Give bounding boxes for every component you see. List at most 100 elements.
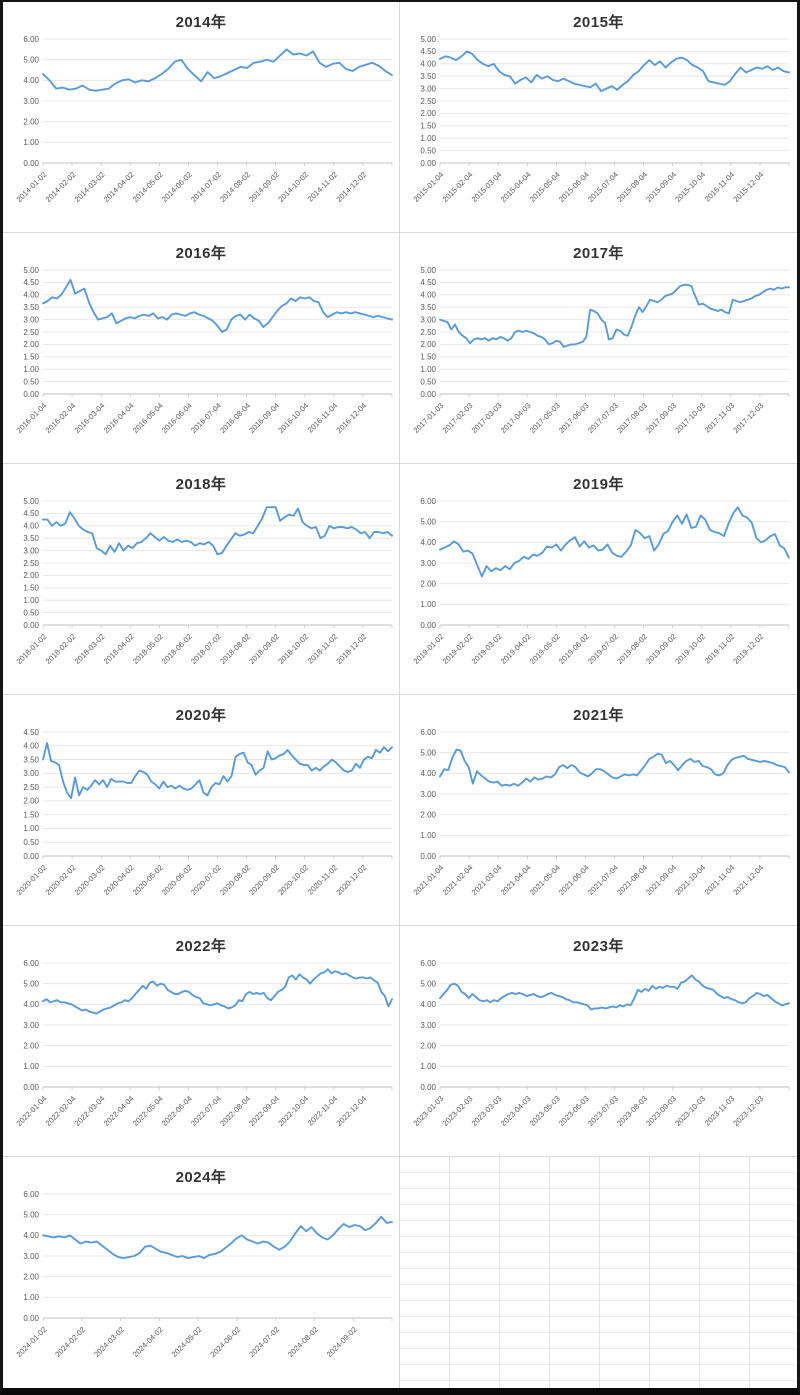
x-tick-label: 2017-10-03 <box>673 401 707 435</box>
x-tick-label: 2015-02-04 <box>441 170 475 204</box>
x-tick-label: 2016-12-04 <box>334 401 368 435</box>
x-tick-label: 2020-09-02 <box>247 863 281 897</box>
y-tick-label: 3.00 <box>23 1021 39 1030</box>
x-tick-label: 2015-01-04 <box>412 170 446 204</box>
y-tick-label: 3.00 <box>23 315 39 324</box>
y-tick-label: 1.00 <box>23 365 39 374</box>
x-tick-label: 2020-10-02 <box>276 863 310 897</box>
y-tick-label: 5.00 <box>23 266 39 275</box>
x-tick-label: 2016-06-04 <box>160 401 194 435</box>
x-tick-label: 2022-02-04 <box>44 1094 78 1128</box>
x-tick-label: 2017-02-03 <box>441 401 475 435</box>
y-tick-label: 0.00 <box>23 390 39 399</box>
x-tick-label: 2023-09-03 <box>644 1094 678 1128</box>
x-tick-label: 2017-01-03 <box>412 401 446 435</box>
y-tick-label: 6.00 <box>23 1190 39 1199</box>
y-tick-label: 1.00 <box>23 824 39 833</box>
x-tick-label: 2014-06-02 <box>160 170 194 204</box>
y-tick-label: 2.00 <box>23 117 39 126</box>
y-tick-label: 1.00 <box>23 138 39 147</box>
x-tick-label: 2021-02-04 <box>441 863 475 897</box>
x-tick-label: 2017-04-03 <box>499 401 533 435</box>
x-tick-label: 2016-10-04 <box>276 401 310 435</box>
y-tick-label: 5.00 <box>23 1210 39 1219</box>
chart-panel-2014: 2014年 0.00 1.00 2.00 3.00 4.00 5.00 6.00 2014-0… <box>3 2 400 233</box>
y-tick-label: 1.00 <box>23 1293 39 1302</box>
y-tick-label: 2.00 <box>420 340 436 349</box>
chart-title-2017: 2017年 <box>573 245 624 262</box>
x-tick-label: 2016-01-04 <box>15 401 49 435</box>
y-tick-label: 0.00 <box>420 1083 436 1092</box>
y-tick-label: 0.00 <box>420 159 436 168</box>
x-tick-label: 2015-05-04 <box>528 170 562 204</box>
x-tick-label: 2015-12-04 <box>731 170 765 204</box>
line-plot: 0.001.002.003.004.005.006.002021-01-0420… <box>412 728 790 897</box>
x-tick-label: 2015-07-04 <box>586 170 620 204</box>
x-tick-label: 2022-09-04 <box>247 1094 281 1128</box>
y-tick-label: 1.00 <box>23 1062 39 1071</box>
empty-spreadsheet-panel <box>400 1157 797 1388</box>
y-tick-label: 5.00 <box>420 266 436 275</box>
x-tick-label: 2024-09-02 <box>325 1325 359 1359</box>
y-tick-label: 4.00 <box>23 291 39 300</box>
x-tick-label: 2019-08-02 <box>615 632 649 666</box>
y-tick-label: 2.00 <box>420 579 436 588</box>
y-tick-label: 2.00 <box>420 810 436 819</box>
y-tick-label: 3.50 <box>23 755 39 764</box>
y-tick-label: 0.00 <box>23 621 39 630</box>
x-tick-label: 2015-06-04 <box>557 170 591 204</box>
y-tick-label: 2.50 <box>23 328 39 337</box>
x-tick-label: 2022-01-04 <box>15 1094 49 1128</box>
chart-title-2014: 2014年 <box>175 14 227 31</box>
x-tick-label: 2018-12-02 <box>334 632 368 666</box>
x-tick-label: 2019-02-02 <box>441 632 475 666</box>
x-tick-label: 2023-12-03 <box>731 1094 765 1128</box>
y-tick-label: 0.00 <box>23 1083 39 1092</box>
x-tick-label: 2023-03-03 <box>470 1094 504 1128</box>
x-tick-label: 2018-04-02 <box>102 632 136 666</box>
x-tick-label: 2021-12-04 <box>731 863 765 897</box>
x-tick-label: 2022-10-04 <box>276 1094 310 1128</box>
x-tick-label: 2022-12-04 <box>334 1094 368 1128</box>
x-tick-label: 2014-04-02 <box>102 170 136 204</box>
x-tick-label: 2014-05-02 <box>131 170 165 204</box>
x-tick-label: 2017-03-03 <box>470 401 504 435</box>
y-tick-label: 4.00 <box>420 60 436 69</box>
x-tick-label: 2021-07-04 <box>586 863 620 897</box>
chart-panel-2017: 2017年 0.00 0.50 1.00 1.50 2.00 2.50 3.00 3.50 4.… <box>400 233 797 464</box>
x-tick-label: 2022-06-04 <box>160 1094 194 1128</box>
y-tick-label: 2.00 <box>23 571 39 580</box>
y-tick-label: 1.00 <box>420 831 436 840</box>
x-tick-label: 2018-03-02 <box>73 632 107 666</box>
y-tick-label: 5.00 <box>420 748 436 757</box>
chart-title-2023: 2023年 <box>573 938 624 955</box>
x-tick-label: 2018-07-02 <box>189 632 223 666</box>
y-tick-label: 4.50 <box>23 728 39 737</box>
chart-panel-2022: 2022年 0.00 1.00 2.00 3.00 4.00 5.00 6.00 2022-0… <box>3 926 400 1157</box>
x-tick-label: 2020-04-02 <box>102 863 136 897</box>
y-tick-label: 3.50 <box>420 303 436 312</box>
x-tick-label: 2018-06-02 <box>160 632 194 666</box>
x-tick-label: 2014-12-02 <box>334 170 368 204</box>
x-tick-label: 2014-01-02 <box>15 170 49 204</box>
x-tick-label: 2024-02-02 <box>53 1325 87 1359</box>
y-tick-label: 2.50 <box>420 97 436 106</box>
x-tick-label: 2018-02-02 <box>44 632 78 666</box>
x-tick-label: 2021-04-04 <box>499 863 533 897</box>
y-tick-label: 6.00 <box>23 959 39 968</box>
y-tick-label: 4.00 <box>23 1000 39 1009</box>
x-tick-label: 2020-05-02 <box>131 863 165 897</box>
chart-panel-2024: 2024年 0.00 1.00 2.00 3.00 4.00 5.00 6.00 2024-0… <box>3 1157 400 1388</box>
x-tick-label: 2023-07-03 <box>586 1094 620 1128</box>
y-tick-label: 0.00 <box>420 621 436 630</box>
x-tick-label: 2021-05-04 <box>528 863 562 897</box>
x-tick-label: 2017-07-03 <box>586 401 620 435</box>
x-tick-label: 2019-01-02 <box>412 632 446 666</box>
x-tick-label: 2017-08-03 <box>615 401 649 435</box>
chart-grid: 2014年 0.00 1.00 2.00 3.00 4.00 5.00 6.00 2014-0… <box>3 2 797 1388</box>
x-tick-label: 2020-07-02 <box>189 863 223 897</box>
data-series-line <box>439 283 790 348</box>
y-tick-label: 3.50 <box>23 534 39 543</box>
chart-panel-2016: 2016年 0.00 0.50 1.00 1.50 2.00 2.50 3.00 3.50 4.… <box>3 233 400 464</box>
